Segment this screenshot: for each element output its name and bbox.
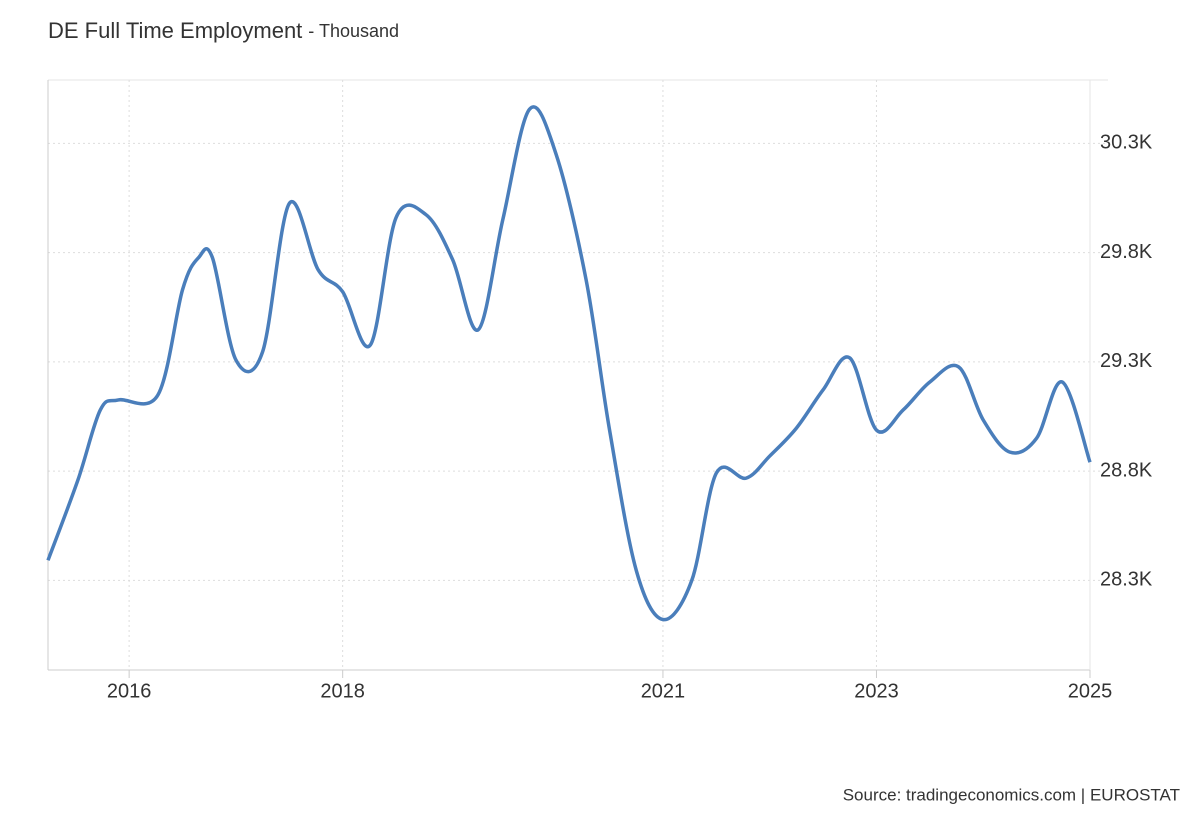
line-series: [46, 105, 1092, 622]
y-tick-label: 30.3K: [1100, 132, 1153, 154]
y-tick-label: 29.8K: [1100, 241, 1153, 263]
x-tick-label: 2018: [320, 680, 365, 702]
x-tick-label: 2023: [854, 680, 899, 702]
source: Source: tradingeconomics.com | EUROSTAT: [843, 785, 1180, 804]
chart-title: DE Full Time Employment - Thousand: [48, 18, 399, 43]
y-tick-label: 28.8K: [1100, 459, 1153, 481]
y-tick-label: 29.3K: [1100, 350, 1153, 372]
y-tick-label: 28.3K: [1100, 569, 1153, 591]
subtitle: - Thousand: [308, 21, 399, 41]
x-tick-label: 2021: [641, 680, 686, 702]
x-tick-label: 2025: [1068, 680, 1113, 702]
title: DE Full Time Employment: [48, 18, 302, 43]
x-tick-label: 2016: [107, 680, 152, 702]
